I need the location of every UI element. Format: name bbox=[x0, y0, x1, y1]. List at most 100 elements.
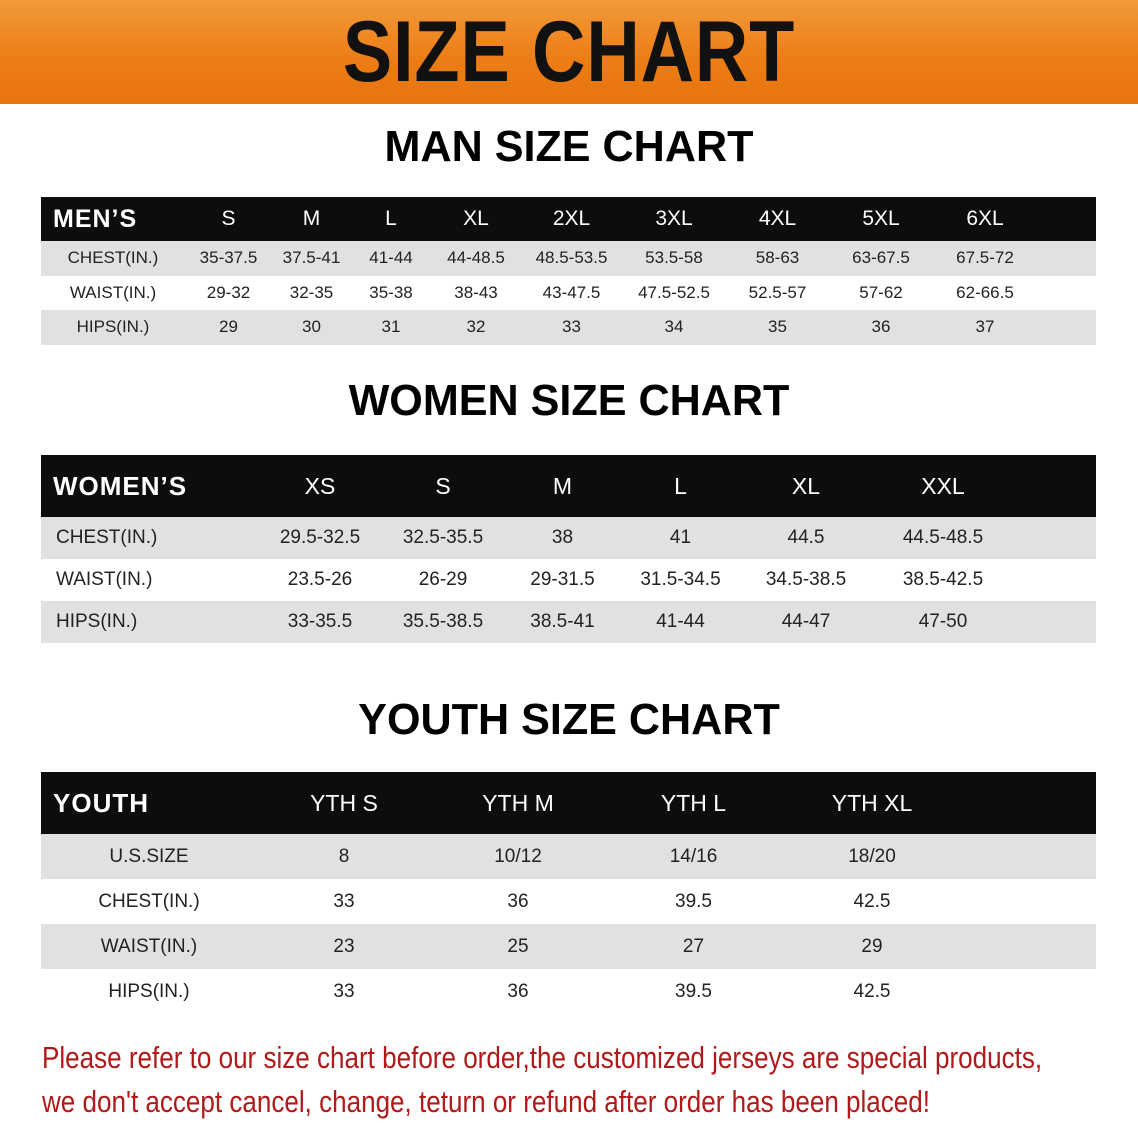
value-cell: 42.5 bbox=[853, 890, 891, 912]
size-header-cell: XS bbox=[304, 472, 336, 499]
size-header-cell: YTH M bbox=[482, 789, 554, 816]
value-cell: 67.5-72 bbox=[956, 248, 1014, 268]
value-cell: 30 bbox=[302, 317, 321, 337]
value-cell: 35.5-38.5 bbox=[402, 611, 484, 632]
value-cell: 29 bbox=[861, 935, 883, 957]
value-cell: 38.5-42.5 bbox=[902, 569, 984, 590]
value-cell: 38 bbox=[551, 527, 574, 548]
value-cell: 33-35.5 bbox=[287, 611, 353, 632]
table-row: CHEST(IN.) 29.5-32.5 32.5-35.5 38 41 44.5 44.5… bbox=[41, 517, 1096, 559]
value-cell: 35-37.5 bbox=[199, 248, 258, 268]
size-header-cell: YTH S bbox=[310, 789, 378, 816]
size-header-cell: 2XL bbox=[552, 207, 591, 230]
row-label: WAIST(IN.) bbox=[69, 282, 157, 302]
value-cell: 34.5-38.5 bbox=[765, 569, 847, 590]
value-cell: 31.5-34.5 bbox=[640, 569, 721, 590]
value-cell: 38.5-41 bbox=[530, 611, 595, 632]
value-cell: 31 bbox=[381, 317, 401, 337]
value-cell: 42.5 bbox=[853, 980, 891, 1002]
value-cell: 33 bbox=[333, 980, 355, 1002]
value-cell: 32.5-35.5 bbox=[402, 527, 484, 548]
value-cell: 47.5-52.5 bbox=[638, 282, 710, 302]
notice-line-1: Please refer to our size chart before or… bbox=[42, 1040, 1043, 1075]
value-cell: 37.5-41 bbox=[282, 248, 341, 268]
table-row: CHEST(IN.) 35-37.5 37.5-41 41-44 44-48.5 48.5… bbox=[41, 241, 1096, 276]
value-cell: 38-43 bbox=[454, 282, 498, 302]
size-header-cell: YTH L bbox=[660, 789, 727, 816]
value-cell: 43-47.5 bbox=[542, 282, 601, 302]
row-label: HIPS(IN.) bbox=[108, 980, 190, 1002]
size-header-cell: L bbox=[385, 207, 397, 230]
value-cell: 29 bbox=[219, 317, 238, 337]
value-cell: 32 bbox=[466, 317, 486, 337]
row-label: WAIST(IN.) bbox=[100, 935, 198, 957]
value-cell: 48.5-53.5 bbox=[535, 248, 608, 268]
table-header-row: MEN’S S M L XL 2XL 3XL 4XL 5XL 6XL bbox=[41, 197, 1096, 241]
size-header-cell: 4XL bbox=[758, 207, 797, 230]
value-cell: 32-35 bbox=[289, 282, 334, 302]
value-cell: 44-47 bbox=[781, 611, 831, 632]
size-header-cell: XL bbox=[463, 207, 489, 230]
youth-section-title: YOUTH SIZE CHART bbox=[358, 695, 780, 744]
value-cell: 25 bbox=[507, 935, 529, 957]
value-cell: 33 bbox=[562, 317, 581, 337]
value-cell: 37 bbox=[975, 317, 995, 337]
men-section-title: MAN SIZE CHART bbox=[384, 122, 754, 171]
value-cell: 53.5-58 bbox=[645, 248, 703, 268]
row-label: CHEST(IN.) bbox=[98, 890, 200, 912]
value-cell: 27 bbox=[682, 935, 705, 957]
size-header-cell: L bbox=[674, 472, 687, 499]
value-cell: 39.5 bbox=[675, 980, 712, 1002]
table-row: HIPS(IN.) 33-35.5 35.5-38.5 38.5-41 41-44 44-… bbox=[41, 601, 1096, 643]
table-row: HIPS(IN.) 33 36 39.5 42.5 bbox=[41, 969, 1096, 1014]
row-label: U.S.SIZE bbox=[109, 845, 189, 867]
table-header-label: MEN’S bbox=[53, 204, 138, 233]
value-cell: 29-31.5 bbox=[530, 569, 595, 590]
value-cell: 26-29 bbox=[418, 569, 468, 590]
size-header-cell: 5XL bbox=[862, 207, 900, 230]
value-cell: 41 bbox=[669, 527, 692, 548]
size-header-cell: XXL bbox=[921, 472, 965, 499]
table-row: HIPS(IN.) 29 30 31 32 33 34 35 36 37 bbox=[41, 310, 1096, 345]
value-cell: 58-63 bbox=[755, 248, 800, 268]
size-header-cell: XL bbox=[791, 472, 821, 499]
value-cell: 23 bbox=[333, 935, 355, 957]
value-cell: 57-62 bbox=[859, 282, 903, 302]
women-section-title: WOMEN SIZE CHART bbox=[348, 376, 790, 425]
table-header-row: WOMEN’S XS S M L XL XXL bbox=[41, 455, 1096, 517]
value-cell: 35 bbox=[768, 317, 787, 337]
value-cell: 36 bbox=[507, 980, 529, 1002]
table-header-label: WOMEN’S bbox=[53, 470, 188, 501]
value-cell: 33 bbox=[333, 890, 355, 912]
size-header-cell: 6XL bbox=[966, 207, 1004, 230]
value-cell: 8 bbox=[338, 845, 350, 867]
value-cell: 41-44 bbox=[369, 248, 413, 268]
table-row: WAIST(IN.) 29-32 32-35 35-38 38-43 43-47.5 47.… bbox=[41, 275, 1096, 310]
table-row: WAIST(IN.) 23.5-26 26-29 29-31.5 31.5-34.5 34… bbox=[41, 559, 1096, 601]
table-row: CHEST(IN.) 33 36 39.5 42.5 bbox=[41, 879, 1096, 924]
size-header-cell: 3XL bbox=[655, 207, 693, 230]
value-cell: 52.5-57 bbox=[748, 282, 807, 302]
value-cell: 44.5-48.5 bbox=[902, 527, 984, 548]
size-header-cell: S bbox=[221, 207, 236, 230]
row-label: HIPS(IN.) bbox=[56, 611, 138, 632]
size-header-cell: M bbox=[302, 207, 321, 230]
value-cell: 36 bbox=[871, 317, 891, 337]
value-cell: 35-38 bbox=[369, 282, 413, 302]
value-cell: 47-50 bbox=[918, 611, 968, 632]
row-label: CHEST(IN.) bbox=[56, 527, 158, 548]
value-cell: 29-32 bbox=[206, 282, 251, 302]
row-label: CHEST(IN.) bbox=[67, 248, 159, 268]
youth-size-table: YOUTH YTH S YTH M YTH L YTH XL U.S.SIZE 8 10/12… bbox=[41, 772, 1096, 1014]
row-label: HIPS(IN.) bbox=[76, 317, 150, 337]
value-cell: 36 bbox=[507, 890, 529, 912]
notice-line-2: we don't accept cancel, change, teturn o… bbox=[42, 1084, 931, 1119]
value-cell: 14/16 bbox=[669, 845, 718, 867]
value-cell: 23.5-26 bbox=[287, 569, 353, 590]
value-cell: 62-66.5 bbox=[956, 282, 1014, 302]
table-row: U.S.SIZE 8 10/12 14/16 18/20 bbox=[41, 834, 1096, 879]
value-cell: 44.5 bbox=[787, 527, 825, 548]
header-banner: SIZE CHART bbox=[0, 0, 1138, 104]
value-cell: 34 bbox=[664, 317, 684, 337]
main-title: SIZE CHART bbox=[342, 4, 796, 100]
